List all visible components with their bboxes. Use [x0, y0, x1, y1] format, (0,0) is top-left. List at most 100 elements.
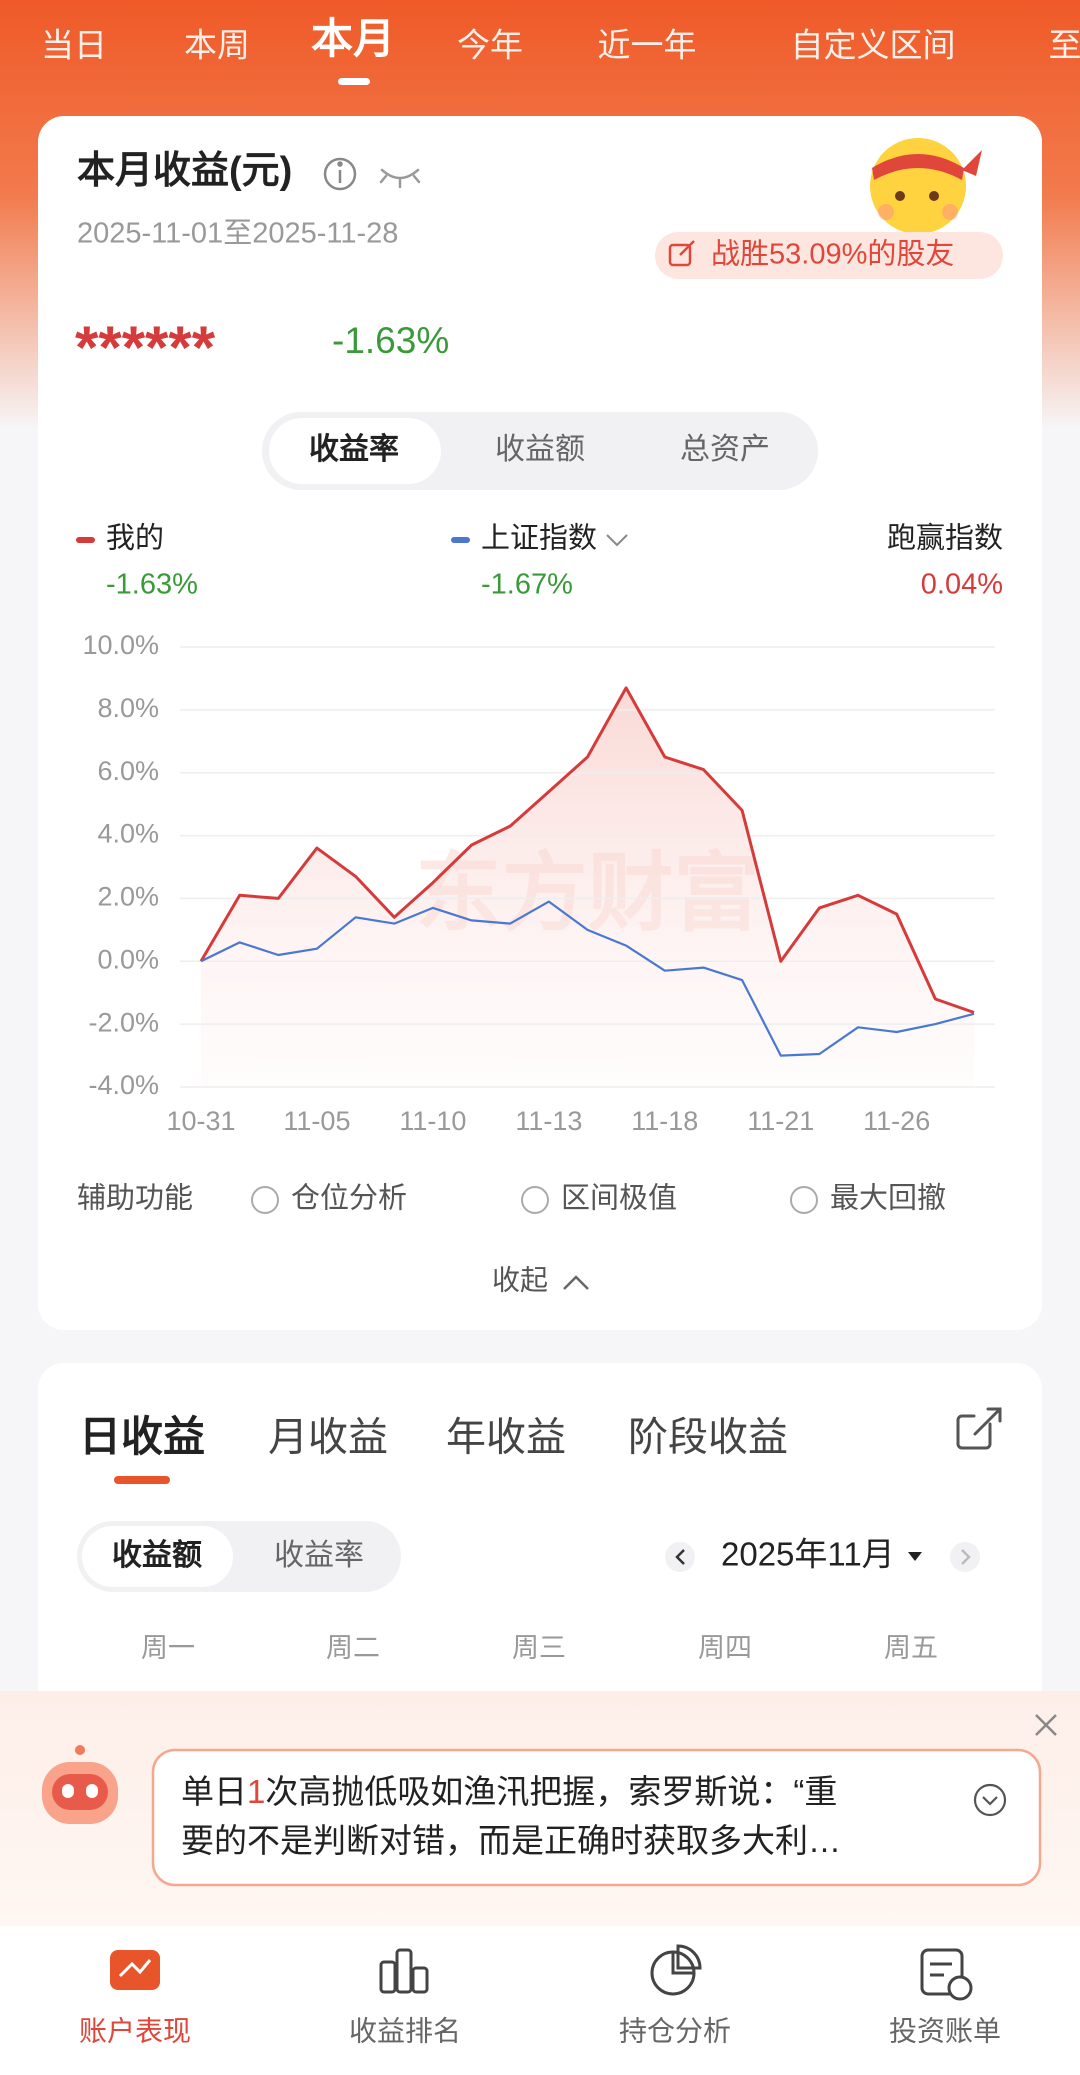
- collapse[interactable]: 收起: [492, 1264, 548, 1295]
- tab[interactable]: 至: [1049, 27, 1080, 64]
- nav-label-active[interactable]: 账户表现: [79, 2015, 191, 2046]
- robot: [42, 1745, 118, 1824]
- prev-icon: [675, 1549, 685, 1565]
- tab-active[interactable]: 本月: [311, 15, 395, 62]
- tab[interactable]: 本周: [184, 27, 250, 64]
- y-tick-label: 4.0%: [97, 819, 159, 849]
- prev-month[interactable]: [665, 1542, 695, 1572]
- message-line: 单日1次高抛低吸如渔汛把握，索罗斯说：“重: [181, 1773, 837, 1810]
- toggle-selected: [82, 1526, 233, 1587]
- collapse-icon[interactable]: [563, 1275, 589, 1290]
- chart: 东方财富10.0%8.0%6.0%4.0%2.0%0.0%-2.0%-4.0%1…: [82, 630, 995, 1136]
- detail-tab[interactable]: 月收益: [268, 1416, 388, 1460]
- y-tick-label: 0.0%: [97, 944, 159, 974]
- tab[interactable]: 当日: [41, 27, 107, 64]
- message-text: 次高抛低吸如渔汛把握，索罗斯说：“重: [265, 1773, 837, 1810]
- badge-text: 战胜53.09%的股友: [711, 238, 954, 271]
- x-tick-label: 11-26: [863, 1106, 930, 1136]
- legend-value: -1.67%: [481, 569, 573, 601]
- toggle-option[interactable]: 收益额: [112, 1539, 202, 1572]
- expand-icon[interactable]: [973, 1783, 1007, 1817]
- return-rate: -1.63%: [332, 320, 449, 361]
- next-icon: [961, 1549, 971, 1565]
- x-tick-label: 11-05: [283, 1106, 350, 1136]
- mascot: [870, 138, 982, 234]
- legend-name: 我的: [106, 522, 164, 555]
- month-dropdown[interactable]: [908, 1552, 922, 1561]
- weekday: 周五: [884, 1633, 938, 1663]
- tool-option[interactable]: 仓位分析: [291, 1182, 407, 1215]
- nav-label[interactable]: 投资账单: [889, 2015, 1001, 2046]
- radio[interactable]: [251, 1186, 279, 1214]
- segment[interactable]: 收益率: [309, 433, 399, 466]
- tab-indicator: [114, 1476, 170, 1484]
- message-text: 要的不是判断对错，而是正确时获取多大利…: [181, 1822, 841, 1859]
- excess-name: 跑赢指数: [887, 522, 1003, 555]
- y-tick-label: 8.0%: [97, 693, 159, 723]
- detail-tab-active[interactable]: 日收益: [79, 1413, 205, 1460]
- weekday: 周四: [698, 1633, 752, 1663]
- nav-label[interactable]: 持仓分析: [619, 2015, 731, 2046]
- card: [38, 116, 1042, 1330]
- dropdown-icon[interactable]: [606, 534, 628, 547]
- tool-option[interactable]: 区间极值: [561, 1182, 677, 1215]
- tab[interactable]: 今年: [457, 27, 523, 64]
- y-tick-label: 6.0%: [97, 756, 159, 786]
- segment[interactable]: 总资产: [680, 433, 770, 466]
- x-tick-label: 11-21: [747, 1106, 814, 1136]
- nav-icon: [920, 1948, 973, 2001]
- nav-label[interactable]: 收益排名: [349, 2015, 461, 2046]
- date-range: 2025-11-01至2025-11-28: [77, 218, 398, 250]
- tab[interactable]: 自定义区间: [791, 27, 956, 64]
- tab[interactable]: 近一年: [598, 27, 697, 64]
- segment-selected: [269, 418, 441, 484]
- message-text: 单日: [181, 1773, 247, 1810]
- x-tick-label: 10-31: [166, 1106, 235, 1136]
- badge-icon: [668, 240, 695, 267]
- expand-chevron: [982, 1796, 998, 1806]
- detail-tab[interactable]: 年收益: [446, 1416, 566, 1460]
- bottom-nav: [0, 1926, 1080, 2075]
- next-month[interactable]: [950, 1542, 980, 1572]
- message-highlight: 1: [247, 1773, 265, 1810]
- info-icon[interactable]: [323, 157, 357, 191]
- tool-option[interactable]: 最大回撤: [830, 1182, 946, 1215]
- message-line: 要的不是判断对错，而是正确时获取多大利…: [181, 1822, 841, 1859]
- share-icon[interactable]: [956, 1407, 1002, 1450]
- line: [199, 686, 975, 1014]
- x-tick-label: 11-18: [631, 1106, 698, 1136]
- weekday: 周三: [512, 1633, 566, 1663]
- legend-swatch: [76, 537, 95, 543]
- message-bubble[interactable]: [151, 1748, 1042, 1887]
- area: [201, 687, 974, 1087]
- weekday: 周二: [326, 1633, 380, 1663]
- y-tick-label: -4.0%: [88, 1070, 159, 1100]
- y-tick-label: -2.0%: [88, 1007, 159, 1037]
- detail-card: [38, 1363, 1042, 1783]
- line: [200, 900, 975, 1057]
- legend-value: -1.63%: [106, 569, 198, 601]
- toggle-option[interactable]: 收益率: [274, 1539, 364, 1572]
- segment[interactable]: 收益额: [495, 433, 585, 466]
- tab-indicator: [338, 78, 370, 85]
- card-title: 本月收益(元): [77, 150, 292, 192]
- eye-icon[interactable]: [379, 168, 421, 189]
- close-icon[interactable]: [1035, 1714, 1057, 1736]
- y-tick-label: 10.0%: [82, 630, 159, 660]
- legend-name[interactable]: 上证指数: [481, 522, 597, 555]
- month[interactable]: 2025年11月: [721, 1536, 895, 1573]
- x-tick-label: 11-10: [399, 1106, 466, 1136]
- weekday: 周一: [141, 1633, 195, 1663]
- hidden-amount: ******: [75, 314, 216, 381]
- y-tick-label: 2.0%: [97, 882, 159, 912]
- legend-swatch: [451, 537, 470, 543]
- tools-label: 辅助功能: [77, 1182, 193, 1215]
- radio[interactable]: [521, 1186, 549, 1214]
- x-tick-label: 11-13: [515, 1106, 582, 1136]
- nav-icon: [110, 1950, 160, 1990]
- badge[interactable]: [655, 232, 1003, 279]
- radio[interactable]: [790, 1186, 818, 1214]
- detail-tab[interactable]: 阶段收益: [628, 1416, 788, 1460]
